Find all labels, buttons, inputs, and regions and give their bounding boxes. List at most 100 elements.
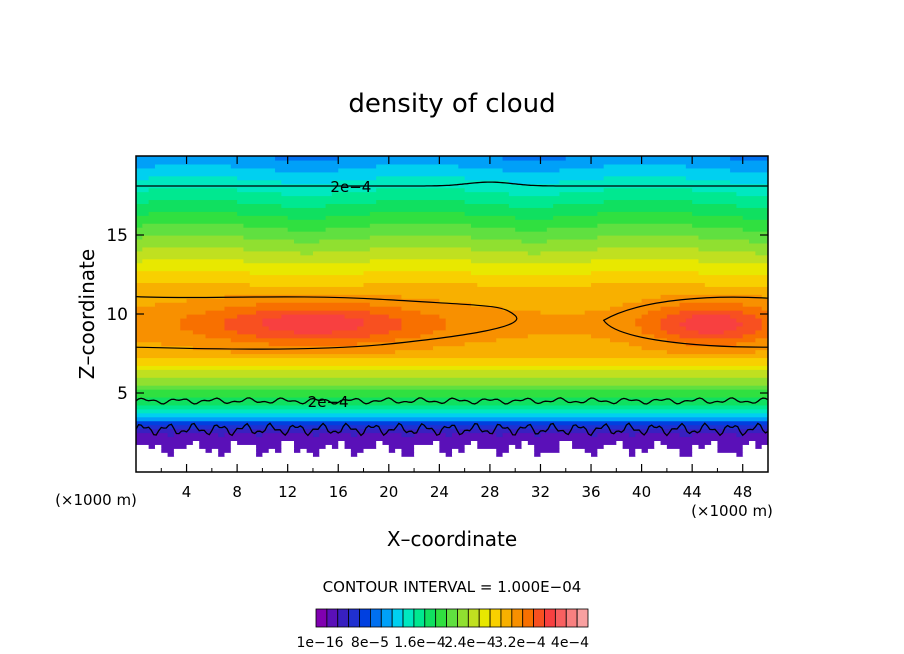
field-cell xyxy=(666,329,700,335)
field-cell xyxy=(591,258,700,264)
field-cell xyxy=(635,452,681,457)
field-cell xyxy=(559,444,573,449)
field-cell xyxy=(154,302,257,307)
field-cell xyxy=(142,246,245,252)
field-cell xyxy=(136,306,226,311)
field-cell xyxy=(597,235,700,240)
field-cell xyxy=(496,452,504,457)
field-cell xyxy=(597,246,700,252)
field-cell xyxy=(369,235,472,240)
field-cell xyxy=(502,432,535,438)
field-cell xyxy=(464,444,478,449)
field-cell xyxy=(401,317,447,323)
field-cell xyxy=(698,329,725,335)
field-cell xyxy=(641,314,668,319)
field-cell xyxy=(464,211,598,216)
field-cell xyxy=(401,294,662,299)
field-cell xyxy=(287,215,327,220)
field-cell xyxy=(338,444,346,449)
field-cell xyxy=(136,227,289,232)
colorbar-swatch xyxy=(467,608,480,628)
field-cell xyxy=(136,310,207,315)
field-cell xyxy=(660,440,712,445)
field-cell xyxy=(717,444,744,449)
field-cell xyxy=(692,199,768,204)
colorbar-tick-label: 4e−4 xyxy=(551,635,589,651)
field-cell xyxy=(136,183,768,189)
x-unit-right: (×1000 m) xyxy=(691,502,773,520)
field-cell xyxy=(136,286,768,291)
field-cell xyxy=(679,448,693,453)
field-cell xyxy=(470,223,598,228)
field-cell xyxy=(755,329,768,335)
field-cell xyxy=(401,432,415,438)
field-cell xyxy=(369,246,472,252)
field-cell xyxy=(584,310,649,315)
field-cell xyxy=(470,270,592,276)
field-cell xyxy=(591,432,598,438)
colorbar-swatch xyxy=(359,608,371,628)
field-cell xyxy=(508,179,561,185)
field-cell xyxy=(161,341,270,347)
field-cell xyxy=(294,238,320,244)
field-cell xyxy=(136,341,162,347)
field-cell xyxy=(256,333,371,339)
field-cell xyxy=(136,274,768,280)
field-cell xyxy=(192,329,238,335)
field-cell xyxy=(635,321,662,327)
field-cell xyxy=(622,444,655,449)
field-cell xyxy=(692,448,719,453)
field-cell xyxy=(591,270,700,276)
field-cell xyxy=(610,306,662,311)
field-cell xyxy=(679,302,744,307)
field-cell xyxy=(704,444,719,449)
field-cell xyxy=(553,203,737,208)
field-cell xyxy=(136,199,150,204)
field-cell xyxy=(439,314,643,319)
x-axis-label: X–coordinate xyxy=(387,527,517,551)
colorbar-swatch xyxy=(326,608,339,628)
colorbar-swatch xyxy=(315,608,328,628)
field-cell xyxy=(256,452,263,457)
field-cell xyxy=(173,448,207,453)
field-cell xyxy=(136,389,768,394)
field-cell xyxy=(136,187,150,193)
field-cell xyxy=(243,223,371,228)
field-cell xyxy=(628,341,687,347)
field-cell xyxy=(224,325,270,331)
field-cell xyxy=(628,452,636,457)
field-cell xyxy=(224,317,263,323)
field-cell xyxy=(173,452,219,457)
field-cell xyxy=(136,235,143,240)
field-cell xyxy=(256,310,371,315)
field-cell xyxy=(420,310,542,315)
field-cell xyxy=(414,444,440,449)
field-cell xyxy=(445,321,636,327)
field-cell xyxy=(136,444,150,449)
field-cell xyxy=(388,314,440,319)
field-cell xyxy=(603,199,693,204)
field-cell xyxy=(136,468,768,472)
field-cell xyxy=(698,246,768,252)
field-cell xyxy=(660,325,687,331)
field-cell xyxy=(553,215,744,220)
colorbar-swatch xyxy=(369,608,382,628)
field-cell xyxy=(685,163,768,169)
colorbar-swatch xyxy=(500,608,513,628)
field-cell xyxy=(136,207,768,212)
field-cell xyxy=(136,163,156,169)
colorbar-swatch xyxy=(576,608,589,628)
field-cell xyxy=(496,432,504,438)
field-cell xyxy=(730,167,768,173)
field-cell xyxy=(540,310,586,315)
y-tick-label: 10 xyxy=(106,305,128,325)
field-cell xyxy=(136,325,181,331)
field-cell xyxy=(433,345,643,351)
field-cell xyxy=(376,440,384,445)
field-cell xyxy=(344,314,390,319)
field-cell xyxy=(527,333,592,339)
field-cell xyxy=(350,448,365,453)
field-cell xyxy=(458,448,466,453)
field-cell xyxy=(237,187,377,193)
